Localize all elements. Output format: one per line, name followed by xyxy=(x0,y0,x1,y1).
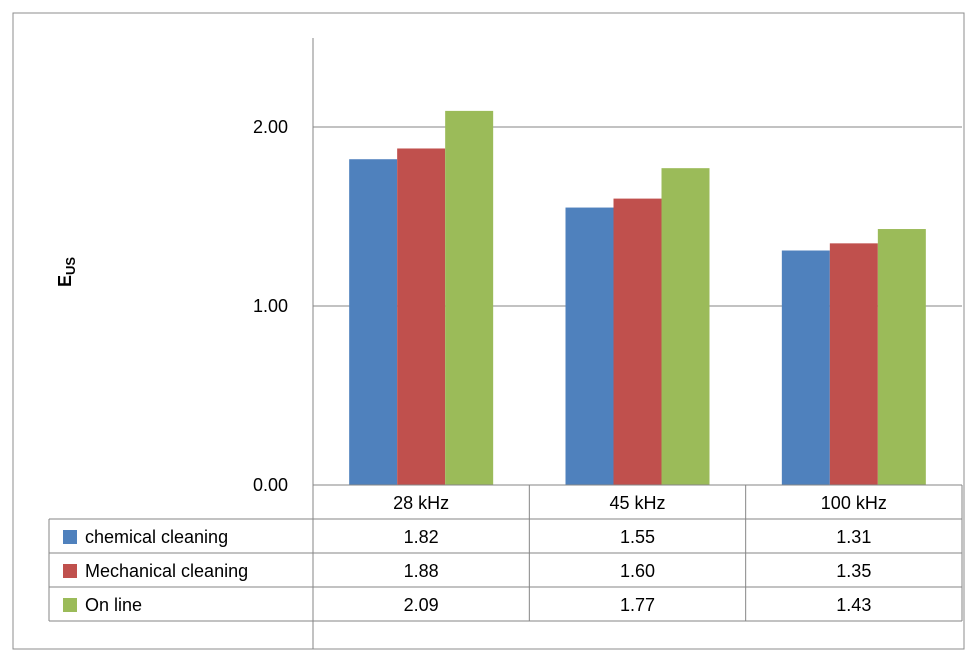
y-axis-label-main: E xyxy=(55,275,75,287)
bar xyxy=(397,148,446,486)
data-label: 1.43 xyxy=(836,595,871,615)
data-label: 1.31 xyxy=(836,527,871,547)
legend-swatch xyxy=(63,598,77,612)
data-label: 1.88 xyxy=(404,561,439,581)
x-tick-label: 28 kHz xyxy=(393,493,449,513)
y-tick-label: 2.00 xyxy=(253,117,288,137)
data-label: 1.60 xyxy=(620,561,655,581)
bar xyxy=(349,159,398,485)
y-axis-label: EUS xyxy=(55,257,78,287)
bar xyxy=(613,198,662,485)
bar xyxy=(445,110,494,485)
bar xyxy=(877,229,926,485)
x-tick-label: 100 kHz xyxy=(821,493,887,513)
x-tick-label: 45 kHz xyxy=(609,493,665,513)
data-label: 1.55 xyxy=(620,527,655,547)
y-tick-label: 0.00 xyxy=(253,475,288,495)
data-label: 1.82 xyxy=(404,527,439,547)
data-label: 1.35 xyxy=(836,561,871,581)
legend-swatch xyxy=(63,530,77,544)
data-table: 28 kHz 45 kHz 100 kHz chemical cleaning 1.82… xyxy=(48,484,963,622)
legend-label: On line xyxy=(85,595,142,615)
data-label: 1.77 xyxy=(620,595,655,615)
y-tick-label: 1.00 xyxy=(253,296,288,316)
legend-label: chemical cleaning xyxy=(85,527,228,547)
bar xyxy=(829,243,878,485)
data-label: 2.09 xyxy=(404,595,439,615)
legend-label: Mechanical cleaning xyxy=(85,561,248,581)
y-tick-labels: 0.00 1.00 2.00 xyxy=(253,117,288,495)
y-axis-label-subscript: US xyxy=(63,257,78,275)
bar xyxy=(565,207,614,486)
bar xyxy=(781,250,830,485)
bar xyxy=(661,168,710,486)
bars xyxy=(349,110,926,486)
legend-swatch xyxy=(63,564,77,578)
